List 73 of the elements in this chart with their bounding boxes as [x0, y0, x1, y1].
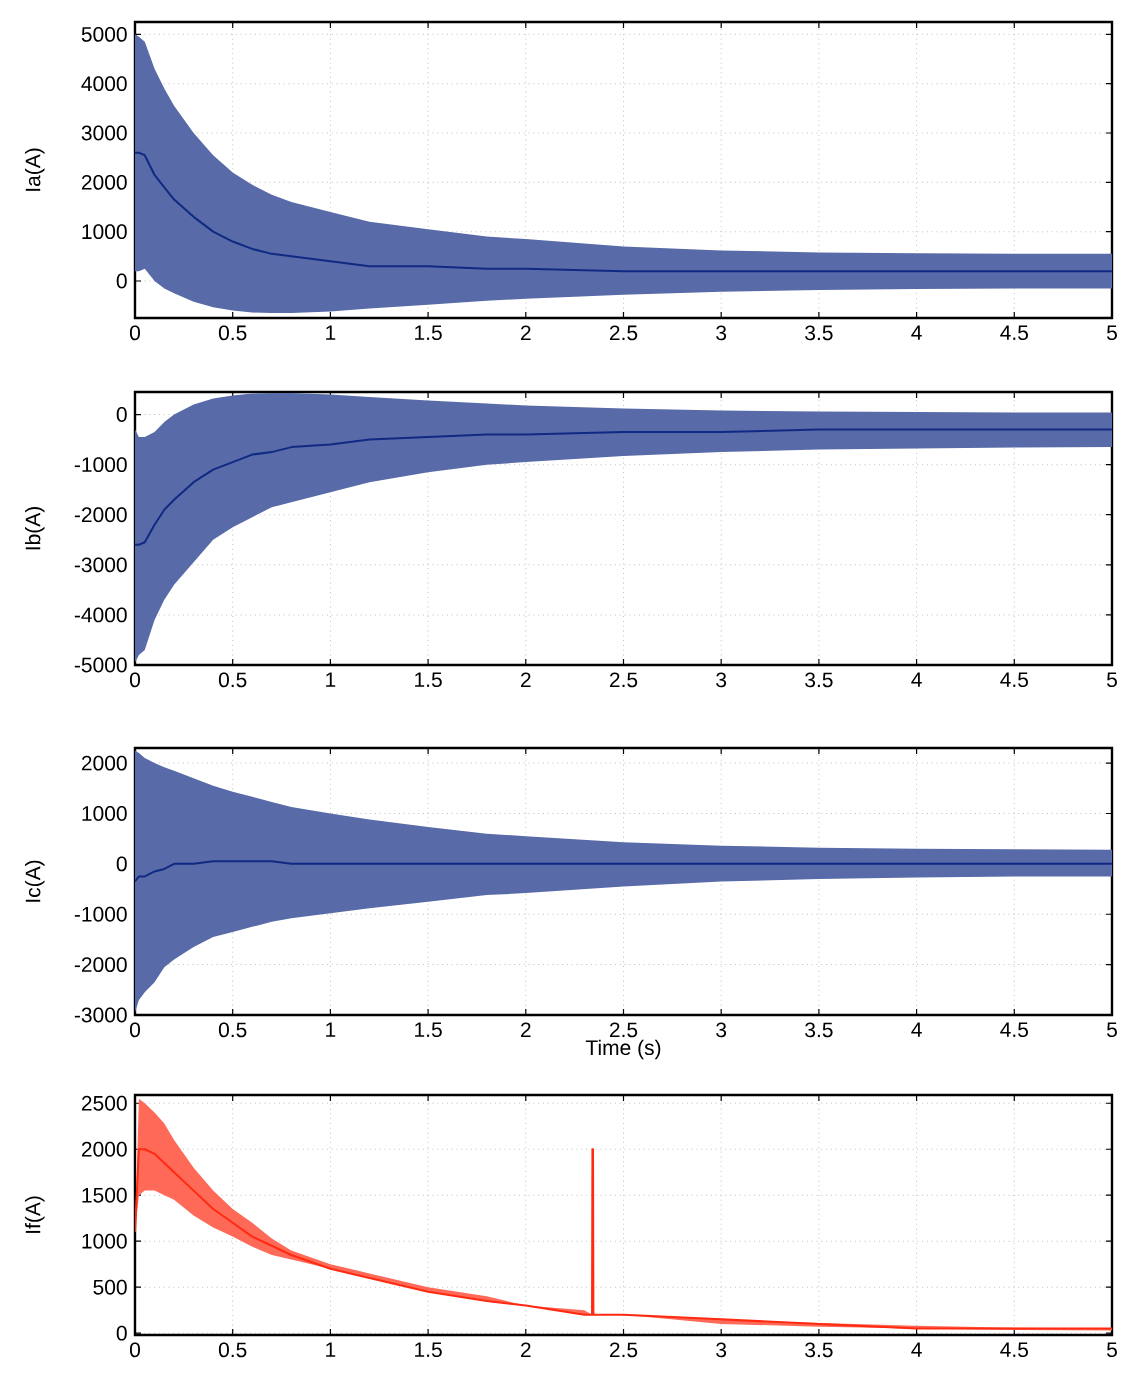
x-tick-label: 0.5	[218, 325, 247, 341]
x-tick-label: 1.5	[415, 672, 442, 688]
x-tick-label: 2.5	[609, 672, 638, 688]
y-tick-label: -2000	[74, 957, 127, 973]
y-tick-label: -1000	[74, 457, 127, 473]
x-tick-label: 1.5	[415, 1342, 442, 1358]
x-tick-label: 0	[129, 325, 141, 341]
y-tick-label: 0	[116, 856, 127, 872]
x-tick-label: 2	[521, 672, 531, 688]
y-tick-label: 0	[116, 407, 127, 422]
x-tick-label: 4.5	[1000, 1022, 1028, 1038]
x-tick-label: 4.5	[1000, 1342, 1028, 1358]
x-tick-label: 0.5	[218, 1342, 247, 1358]
x-tick-label: 1	[326, 672, 336, 687]
x-tick-label: 4	[911, 1342, 922, 1357]
y-axis-title: Ib(A)	[24, 507, 45, 550]
y-tick-label: -4000	[74, 607, 127, 623]
x-tick-label: 5	[1107, 325, 1117, 341]
y-tick-label: -3000	[74, 1007, 127, 1023]
y-tick-label: 2000	[81, 755, 127, 771]
x-tick-label: 1	[326, 1342, 336, 1357]
y-tick-label: -1000	[74, 906, 127, 922]
x-tick-label: 5	[1107, 672, 1117, 688]
x-tick-label: 3	[716, 1022, 727, 1038]
x-tick-label: 3.5	[805, 1022, 833, 1038]
x-tick-label: 1	[326, 325, 336, 340]
x-tick-label: 2.5	[609, 325, 638, 341]
x-axis-title: Time (s)	[585, 1039, 661, 1060]
x-tick-label: 0	[129, 672, 141, 688]
y-tick-label: 0	[116, 1325, 127, 1341]
x-tick-label: 2	[521, 1342, 531, 1358]
x-tick-label: 2	[521, 1022, 531, 1038]
y-tick-label: 2000	[81, 174, 127, 190]
y-axis-title: Ic(A)	[24, 860, 45, 902]
y-axis-title: If(A)	[24, 1196, 45, 1233]
x-tick-label: 0	[129, 1342, 141, 1358]
y-tick-label: 1000	[82, 224, 127, 240]
x-tick-label: 3	[716, 1342, 727, 1358]
x-tick-label: 0	[129, 1022, 141, 1038]
y-tick-label: 4000	[81, 76, 127, 92]
y-tick-label: 1000	[82, 806, 127, 821]
x-tick-label: 4	[911, 1022, 922, 1037]
x-tick-label: 4.5	[1000, 672, 1028, 688]
y-tick-label: -3000	[74, 557, 127, 573]
x-tick-label: 5	[1107, 1022, 1117, 1038]
x-tick-label: 1.5	[415, 1022, 442, 1038]
x-tick-label: 5	[1107, 1342, 1117, 1358]
x-tick-label: 3.5	[805, 672, 833, 688]
x-tick-label: 4.5	[1000, 325, 1028, 341]
x-tick-label: 3	[716, 672, 727, 688]
y-tick-label: 1000	[82, 1233, 127, 1249]
x-tick-label: 2.5	[609, 1022, 638, 1038]
x-tick-label: 4	[911, 672, 922, 687]
x-tick-label: 3.5	[805, 325, 833, 341]
y-axis-title: Ia(A)	[24, 148, 45, 191]
y-tick-label: -5000	[74, 657, 127, 673]
y-tick-label: 2500	[81, 1095, 127, 1111]
x-tick-label: 1.5	[415, 325, 442, 341]
x-tick-label: 4	[911, 325, 922, 340]
x-tick-label: 2	[521, 325, 531, 341]
y-tick-label: 5000	[81, 26, 127, 42]
x-tick-label: 3	[716, 325, 727, 341]
x-tick-label: 3.5	[805, 1342, 833, 1358]
y-tick-label: 500	[93, 1279, 127, 1295]
y-tick-label: 3000	[81, 125, 127, 141]
y-tick-label: -2000	[74, 507, 127, 523]
y-tick-label: 0	[116, 273, 127, 289]
x-tick-label: 0.5	[218, 1022, 247, 1038]
y-tick-label: 1500	[82, 1187, 127, 1203]
y-tick-label: 2000	[81, 1141, 127, 1157]
x-tick-label: 2.5	[609, 1342, 638, 1358]
x-tick-label: 0.5	[218, 672, 247, 688]
x-tick-label: 1	[326, 1022, 336, 1037]
